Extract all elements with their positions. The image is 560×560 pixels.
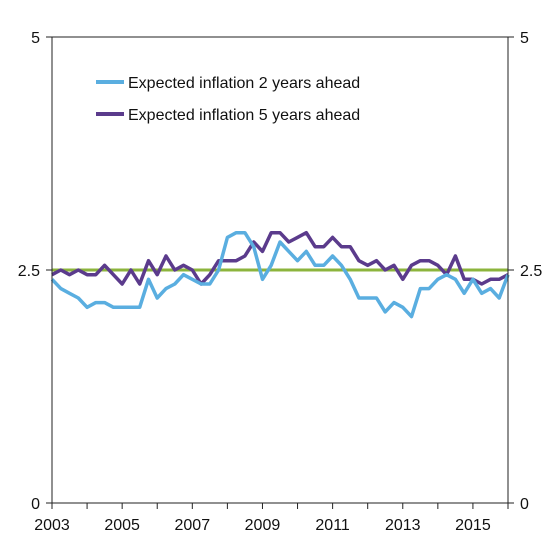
x-tick-label: 2015 [455,517,491,534]
y-tick-label-right: 2.5 [520,263,542,280]
y-tick-label-left: 2.5 [18,263,40,280]
x-tick-label: 2005 [104,517,140,534]
x-tick-label: 2013 [385,517,421,534]
y-tick-label-right: 0 [520,496,529,513]
y-tick-label-left: 0 [31,496,40,513]
y-tick-label-right: 5 [520,30,529,47]
legend-label-5y: Expected inflation 5 years ahead [128,107,360,124]
series-line-2y [50,230,510,319]
x-tick-label: 2009 [245,517,281,534]
axes-layer: 0 0 2.5 2.5 5 5 2003 2005 2007 2009 2011 2013 2015 [18,30,543,534]
legend-label-2y: Expected inflation 2 years ahead [128,75,360,92]
x-tick-label: 2011 [315,517,350,534]
x-tick-label: 2007 [175,517,211,534]
series-layer [50,230,510,319]
legend: Expected inflation 2 years ahead Expecte… [96,75,360,124]
series-line-5y [51,230,509,286]
y-tick-label-left: 5 [31,30,40,47]
x-tick-label: 2003 [34,517,70,534]
